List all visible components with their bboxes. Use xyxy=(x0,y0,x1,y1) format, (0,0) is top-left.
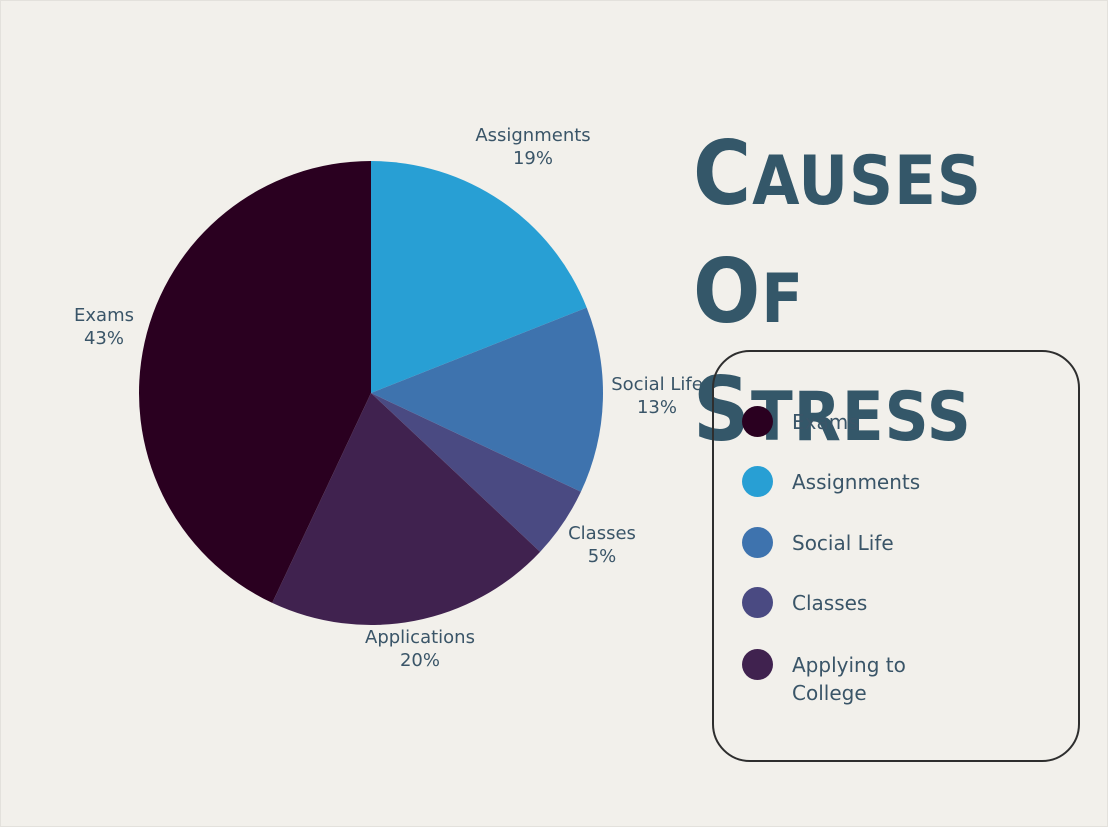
legend-swatch-classes xyxy=(742,587,773,618)
slice-value-social-life: 13% xyxy=(637,397,677,418)
chart-title: CAUSES OF STRESS xyxy=(693,119,1103,473)
pie-slice-classes xyxy=(371,393,581,552)
slice-value-exams: 43% xyxy=(84,328,124,349)
slice-value-applications: 20% xyxy=(400,650,440,671)
pie-slice-assignments xyxy=(371,161,587,393)
slice-label-classes: Classes xyxy=(568,523,636,544)
slice-label-social-life: Social Life xyxy=(611,374,703,395)
chart-title-line: CAUSES OF xyxy=(693,122,982,343)
legend-item-exams: Exams xyxy=(742,406,952,437)
slice-value-classes: 5% xyxy=(588,546,617,567)
legend-label-assignments: Assignments xyxy=(792,470,921,494)
legend-swatch-social-life xyxy=(742,527,773,558)
legend-item-classes: Classes xyxy=(742,587,952,618)
pie-slice-applications xyxy=(272,393,541,625)
legend-label-exams: Exams xyxy=(792,410,859,434)
legend-item-social-life: Social Life xyxy=(742,527,952,558)
legend-box: Exams Assignments Social Life Classes Ap… xyxy=(712,350,1080,762)
slice-label-assignments: Assignments xyxy=(475,125,590,146)
legend-item-assignments: Assignments xyxy=(742,466,952,497)
pie-slice-social-life xyxy=(371,307,603,492)
legend-item-applying-to-college: Applying to College xyxy=(742,649,952,707)
legend-swatch-exams xyxy=(742,406,773,437)
legend-label-applying-to-college: Applying to College xyxy=(792,653,906,705)
legend-swatch-applying-to-college xyxy=(742,649,773,680)
legend-swatch-assignments xyxy=(742,466,773,497)
slice-label-exams: Exams xyxy=(74,305,134,326)
pie-slice-exams xyxy=(139,161,371,603)
legend-label-classes: Classes xyxy=(792,591,868,615)
slice-label-applications: Applications xyxy=(365,627,475,648)
legend-label-social-life: Social Life xyxy=(792,531,894,555)
slice-value-assignments: 19% xyxy=(513,148,553,169)
